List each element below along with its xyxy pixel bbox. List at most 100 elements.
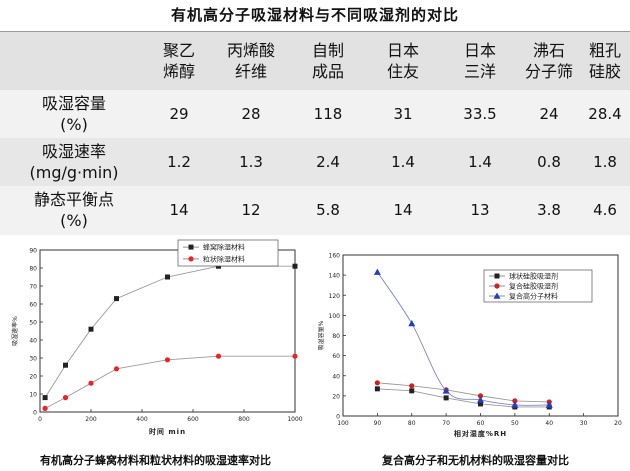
table-cell: 3.8 [537, 201, 561, 219]
data-point [493, 292, 501, 299]
table-cell: 14 [393, 201, 413, 219]
column-header: 日本 三洋 [442, 32, 518, 90]
chart-humidity-rate: 0 10 20 30 40 50 60 70 80 90 0 200 400 600 800 1000 时间 m… [11, 239, 303, 436]
legend-label: 蜂窝除湿材料 [203, 243, 245, 252]
column-header-line1: 日本 [463, 40, 496, 60]
table-cell: 4.6 [593, 201, 617, 219]
data-point [442, 387, 450, 394]
legend-box [177, 239, 279, 267]
table-cell: 28 [241, 104, 261, 123]
data-point [114, 296, 119, 302]
series-line [377, 388, 550, 408]
page-title: 有机高分子吸湿材料与不同吸湿剂的对比 [170, 6, 459, 24]
x-tick-label: 60 [477, 420, 485, 427]
series-line [44, 355, 295, 409]
column-header-line1: 自制 [311, 40, 344, 60]
table-cell: 1.8 [593, 152, 617, 171]
legend-label: 复合硅胶吸湿剂 [509, 282, 558, 291]
chart-caption-capacity: 复合高分子和无机材料的吸湿容量对比 [382, 454, 569, 467]
row-header: 吸湿容量 (%) [0, 90, 148, 138]
table-cell: 0.8 [537, 152, 561, 171]
table-cell: 24 [539, 104, 559, 123]
column-header-line1: 沸石 [532, 40, 565, 60]
x-tick-label: 600 [187, 416, 199, 423]
y-tick-label: 80 [332, 333, 340, 340]
y-tick-label: 140 [329, 273, 341, 280]
data-point [374, 380, 380, 386]
chart-humidity-capacity: 0 20 40 60 80 100 120 140 160 100 90 80 70 60 50 40 30 20… [318, 253, 622, 439]
x-tick-label: 30 [580, 420, 588, 427]
data-point [42, 405, 48, 411]
column-header-line2: 硅胶 [588, 61, 621, 81]
column-header-line2: 住友 [386, 61, 419, 81]
x-tick-label: 1000 [287, 416, 302, 423]
y-tick-label: 50 [29, 320, 37, 327]
data-point [477, 396, 484, 403]
data-point [62, 395, 69, 401]
y-tick-label: 80 [29, 266, 37, 273]
y-tick-label: 60 [332, 353, 340, 360]
data-point [88, 380, 94, 386]
row-header-line1: 吸湿容量 [41, 93, 106, 113]
series-line [377, 271, 550, 406]
data-point [443, 395, 449, 401]
y-tick-label: 90 [29, 248, 37, 255]
table-cell: 13 [470, 201, 490, 219]
legend-label: 球状硅胶吸湿剂 [509, 272, 558, 281]
x-tick-label: 400 [136, 416, 148, 423]
y-tick-label: 120 [329, 293, 341, 300]
y-tick-label: 20 [29, 374, 37, 381]
y-axis-label: 吸湿容量% [318, 320, 325, 350]
table-cell: 2.4 [316, 152, 340, 171]
x-tick-label: 20 [614, 420, 622, 427]
data-point [512, 398, 518, 404]
y-tick-label: 70 [29, 284, 37, 291]
table-row: 吸湿容量 (%) 29 28 118 31 33.5 24 28.4 [0, 89, 630, 138]
table-cell: 33.5 [463, 104, 497, 123]
column-header: 日本 住友 [364, 32, 442, 90]
data-point [292, 263, 298, 269]
data-point [409, 388, 415, 394]
column-header-line1: 日本 [386, 40, 419, 60]
table-cell: 12 [241, 201, 261, 219]
row-header-line2: (mg/g·min) [29, 162, 119, 182]
row-header-line1: 静态平衡点 [33, 190, 114, 209]
table-cell: 28.4 [588, 104, 622, 123]
x-tick-label: 50 [511, 420, 519, 427]
table-cell: 29 [169, 104, 189, 123]
x-tick-label: 800 [238, 416, 250, 423]
column-header-line2: 分子筛 [524, 61, 573, 81]
data-point [478, 401, 483, 407]
data-point [494, 273, 500, 279]
row-header: 吸湿速率 (mg/g·min) [0, 138, 148, 186]
table-cell: 1.4 [391, 152, 415, 171]
data-point [408, 319, 416, 327]
table-cell: 118 [313, 104, 343, 123]
row-header: 静态平衡点 (%) [0, 186, 148, 235]
y-tick-label: 40 [332, 373, 340, 380]
x-tick-label: 100 [337, 420, 349, 427]
data-point [188, 244, 194, 250]
data-point [511, 401, 519, 408]
column-header-line2: 三洋 [463, 61, 496, 81]
data-point [494, 283, 500, 289]
x-axis-label: 时间 min [149, 427, 186, 436]
data-point [188, 256, 194, 262]
data-point [215, 353, 222, 359]
y-tick-label: 20 [332, 393, 340, 400]
row-header-line1: 吸湿速率 [41, 141, 106, 161]
y-tick-label: 0 [336, 414, 340, 421]
chart-caption-rate: 有机高分子蜂窝材料和粒状材料的吸湿速率对比 [40, 454, 271, 467]
table-row: 吸湿速率 (mg/g·min) 1.2 1.3 2.4 1.4 1.4 0.8 1… [0, 137, 630, 186]
comparison-table-wrapper: 聚乙 烯醇 丙烯酸 纤维 自制 成品 日本 住友 日本 三洋 沸石 分子筛 粗孔 硅胶 吸湿容… [0, 31, 630, 235]
y-tick-label: 100 [329, 313, 341, 320]
comparison-table: 聚乙 烯醇 丙烯酸 纤维 自制 成品 日本 住友 日本 三洋 沸石 分子筛 粗孔 硅胶 吸湿容… [0, 31, 630, 235]
x-tick-label: 200 [85, 416, 97, 423]
column-header: 聚乙 烯醇 [148, 32, 210, 90]
x-tick-label: 90 [374, 420, 382, 427]
data-point [374, 386, 380, 392]
column-header: 丙烯酸 纤维 [210, 32, 292, 90]
column-header: 沸石 分子筛 [518, 32, 580, 90]
table-cell: 31 [393, 104, 413, 123]
x-axis-label: 相对湿度%RH [454, 429, 507, 438]
